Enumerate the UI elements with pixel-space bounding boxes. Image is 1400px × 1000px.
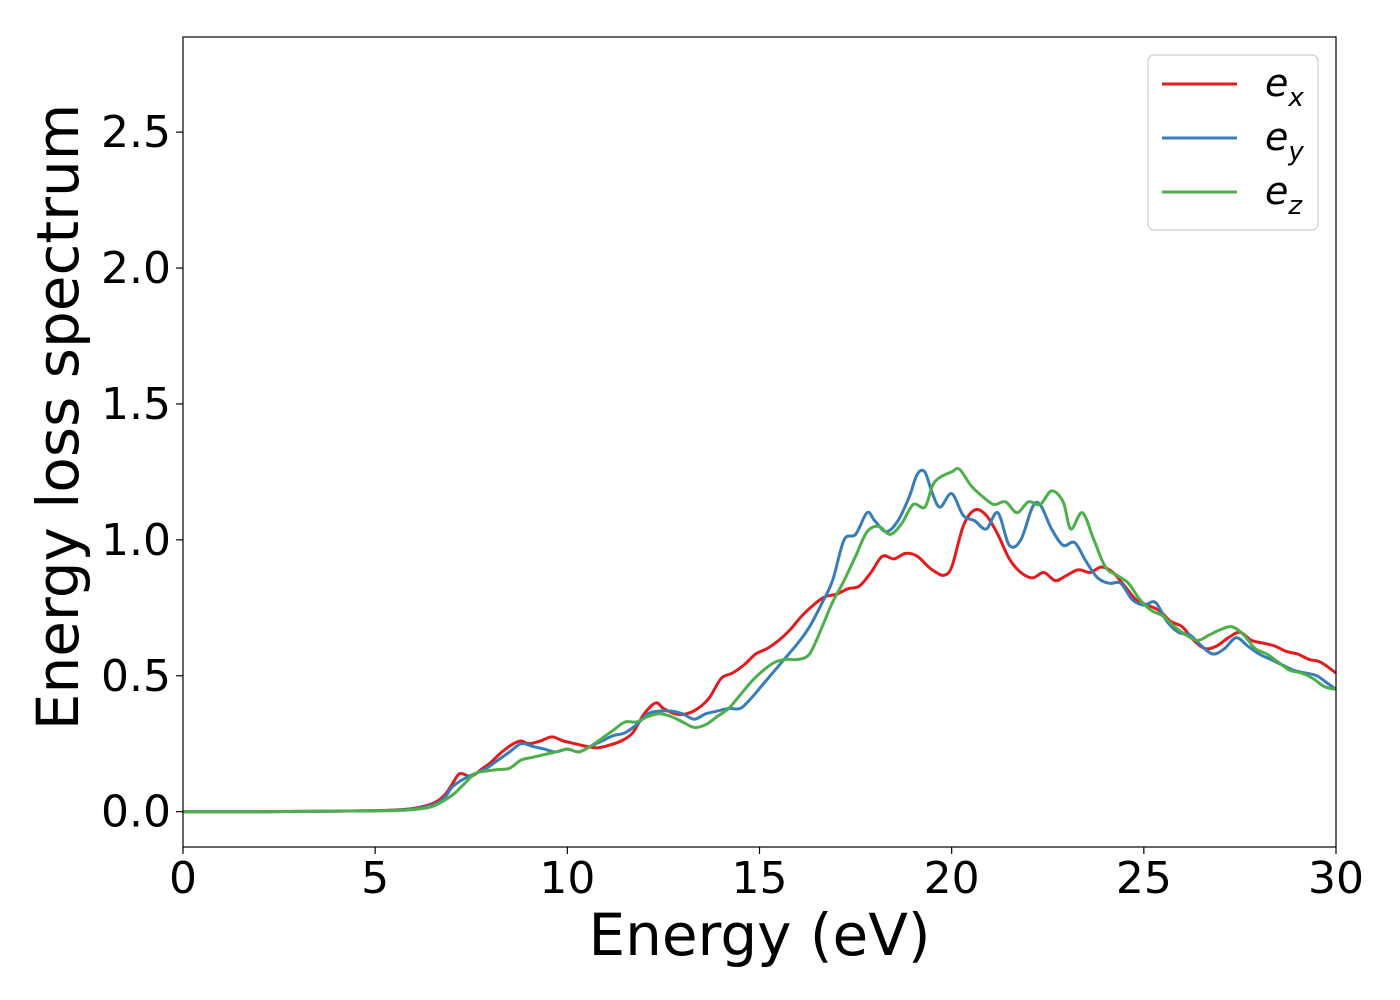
x-axis-title: Energy (eV): [588, 901, 930, 969]
x-tick-label: 5: [361, 853, 389, 904]
x-tick-label: 0: [169, 853, 197, 904]
y-axis: 0.0 0.5 1.0 1.5 2.0 2.5: [101, 107, 183, 838]
y-tick-label: 1.0: [101, 515, 171, 566]
x-tick-label: 20: [924, 853, 980, 904]
x-tick-label: 10: [539, 853, 595, 904]
series-line-e-z: [182, 466, 1337, 814]
y-tick-label: 2.0: [101, 243, 171, 294]
x-tick-label: 25: [1116, 853, 1172, 904]
series-line-e-y: [182, 468, 1337, 814]
y-tick-label: 0.5: [101, 651, 171, 702]
y-tick-label: 2.5: [101, 107, 171, 158]
y-tick-label: 1.5: [101, 379, 171, 430]
x-tick-label: 15: [732, 853, 788, 904]
y-axis-title: Energy loss spectrum: [24, 104, 92, 730]
x-tick-label: 30: [1308, 853, 1364, 904]
legend-label: ex: [1265, 61, 1304, 113]
y-tick-label: 0.0: [101, 787, 171, 838]
legend-label: ez: [1265, 169, 1303, 221]
series-layer: [182, 466, 1337, 814]
x-axis: 0 5 10 15 20 25 30: [169, 847, 1364, 904]
legend-box: [1147, 54, 1319, 231]
legend-label: ey: [1265, 115, 1304, 167]
